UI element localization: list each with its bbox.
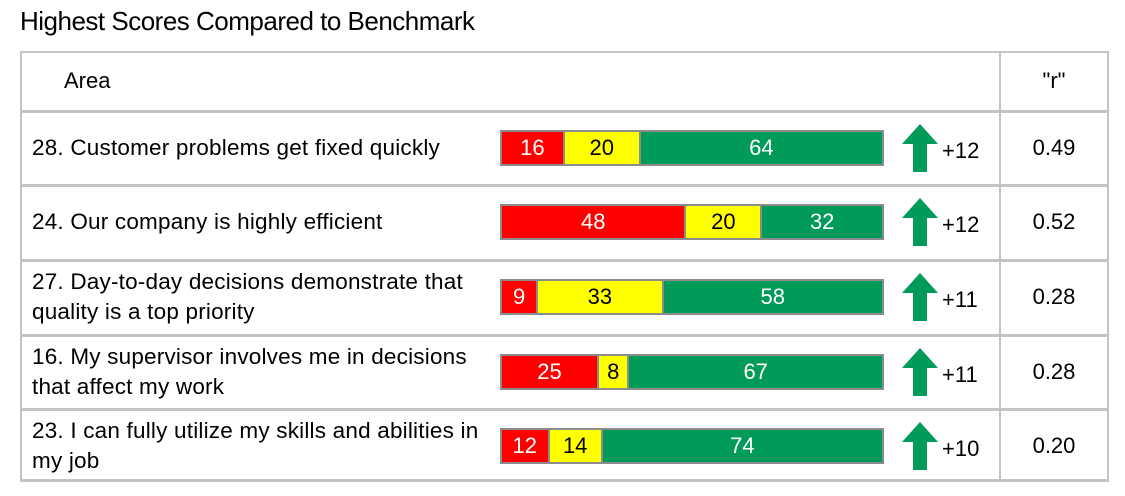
unfavorable-segment: 48 bbox=[502, 206, 685, 238]
r-column-header: "r" bbox=[1042, 68, 1066, 93]
row-divider bbox=[22, 408, 1107, 411]
benchmark-difference: +12 bbox=[942, 138, 980, 163]
row-divider bbox=[22, 184, 1107, 187]
table-row: 24. Our company is highly efficient 48 20 3… bbox=[22, 186, 1107, 258]
area-label: 27. Day-to-day decisions demonstrate tha… bbox=[32, 269, 463, 324]
favorable-segment: 58 bbox=[661, 281, 882, 313]
unfavorable-segment: 16 bbox=[502, 132, 563, 164]
row-divider bbox=[22, 334, 1107, 337]
r-value: 0.20 bbox=[1032, 433, 1076, 458]
up-arrow-icon bbox=[902, 422, 938, 470]
neutral-segment: 14 bbox=[547, 430, 601, 462]
stacked-bar: 9 33 58 bbox=[500, 279, 884, 315]
r-value: 0.28 bbox=[1032, 359, 1076, 384]
stacked-bar: 16 20 64 bbox=[500, 130, 884, 166]
table-row: 16. My supervisor involves me in decisio… bbox=[22, 336, 1107, 408]
header-divider bbox=[22, 110, 1107, 113]
stacked-bar: 48 20 32 bbox=[500, 204, 884, 240]
stacked-bar: 12 14 74 bbox=[500, 428, 884, 464]
r-column-divider bbox=[999, 53, 1001, 479]
table-row: 28. Customer problems get fixed quickly 1… bbox=[22, 112, 1107, 184]
area-label: 28. Customer problems get fixed quickly bbox=[32, 135, 440, 160]
favorable-segment: 32 bbox=[760, 206, 882, 238]
r-value: 0.52 bbox=[1032, 209, 1076, 234]
table-row: 27. Day-to-day decisions demonstrate tha… bbox=[22, 261, 1107, 333]
benchmark-difference: +11 bbox=[942, 287, 978, 312]
unfavorable-segment: 25 bbox=[502, 356, 597, 388]
benchmark-difference: +12 bbox=[942, 212, 980, 237]
benchmark-difference: +10 bbox=[942, 436, 980, 461]
favorable-segment: 64 bbox=[638, 132, 882, 164]
chart-title: Highest Scores Compared to Benchmark bbox=[20, 6, 475, 36]
area-label: 23. I can fully utilize my skills and ab… bbox=[32, 418, 479, 473]
unfavorable-segment: 12 bbox=[502, 430, 548, 462]
stacked-bar: 25 8 67 bbox=[500, 354, 884, 390]
favorable-segment: 67 bbox=[627, 356, 882, 388]
r-value: 0.49 bbox=[1032, 135, 1076, 160]
benchmark-difference: +11 bbox=[942, 362, 978, 387]
up-arrow-icon bbox=[902, 273, 938, 321]
up-arrow-icon bbox=[902, 124, 938, 172]
neutral-segment: 8 bbox=[597, 356, 628, 388]
row-divider bbox=[22, 259, 1107, 262]
up-arrow-icon bbox=[902, 348, 938, 396]
neutral-segment: 20 bbox=[562, 132, 639, 164]
area-column-header: Area bbox=[64, 68, 111, 93]
up-arrow-icon bbox=[902, 198, 938, 246]
neutral-segment: 20 bbox=[684, 206, 761, 238]
scores-table: Area "r" 28. Customer problems get fixed… bbox=[20, 51, 1109, 482]
r-value: 0.28 bbox=[1032, 284, 1076, 309]
neutral-segment: 33 bbox=[536, 281, 662, 313]
area-label: 16. My supervisor involves me in decisio… bbox=[32, 344, 467, 399]
unfavorable-segment: 9 bbox=[502, 281, 537, 313]
table-row: 23. I can fully utilize my skills and ab… bbox=[22, 410, 1107, 482]
favorable-segment: 74 bbox=[600, 430, 882, 462]
area-label: 24. Our company is highly efficient bbox=[32, 209, 383, 234]
